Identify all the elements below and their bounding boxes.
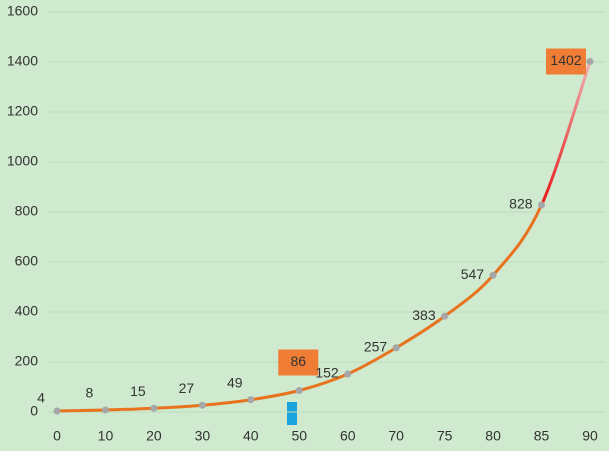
label-box [278, 349, 319, 376]
x-tick-label: 85 [534, 428, 550, 444]
point [538, 201, 546, 209]
point [586, 58, 594, 65]
point [101, 406, 109, 414]
x-tick-label: 50 [291, 428, 307, 444]
highlight-label: 1402 [546, 48, 586, 75]
x-tick-label: 30 [195, 428, 211, 444]
data-label: 8 [86, 385, 94, 401]
line-segment [540, 61, 592, 206]
data-label: 27 [179, 380, 195, 396]
data-label: 547 [461, 266, 485, 282]
point [198, 401, 206, 409]
y-tick-label: 600 [15, 253, 39, 269]
data-label: 257 [364, 338, 388, 354]
y-tick-label: 1400 [7, 53, 38, 69]
x-tick-label: 90 [582, 428, 598, 444]
point [392, 344, 400, 352]
label-box [546, 48, 586, 75]
data-label: 1402 [550, 52, 581, 68]
x-tick-label: 0 [53, 428, 61, 444]
y-tick-label: 800 [15, 203, 39, 219]
point [247, 396, 255, 404]
x-tick-label: 75 [437, 428, 453, 444]
y-tick-label: 1200 [7, 103, 38, 119]
x-tick-label: 60 [340, 428, 356, 444]
x-tick-label: 70 [388, 428, 404, 444]
x-tick-label: 10 [98, 428, 114, 444]
position-marker [287, 402, 297, 425]
data-label: 152 [315, 365, 339, 381]
data-label: 4 [37, 390, 45, 406]
data-label: 383 [412, 307, 436, 323]
y-tick-label: 400 [15, 303, 39, 319]
data-label: 15 [130, 383, 146, 399]
y-tick-label: 0 [30, 403, 38, 419]
y-tick-label: 1000 [7, 153, 38, 169]
x-tick-label: 20 [146, 428, 162, 444]
y-tick-label: 1600 [7, 3, 38, 19]
y-tick-label: 200 [15, 353, 39, 369]
line [56, 204, 543, 413]
point [441, 312, 449, 320]
data-label: 86 [290, 353, 306, 369]
data-label: 49 [227, 374, 243, 390]
x-tick-label: 40 [243, 428, 259, 444]
point [53, 407, 61, 415]
point [344, 370, 352, 378]
point [150, 404, 158, 412]
point [489, 271, 497, 279]
x-tick-label: 80 [485, 428, 501, 444]
data-label: 828 [509, 196, 533, 212]
highlight-label: 86 [278, 349, 319, 376]
point [295, 387, 303, 394]
